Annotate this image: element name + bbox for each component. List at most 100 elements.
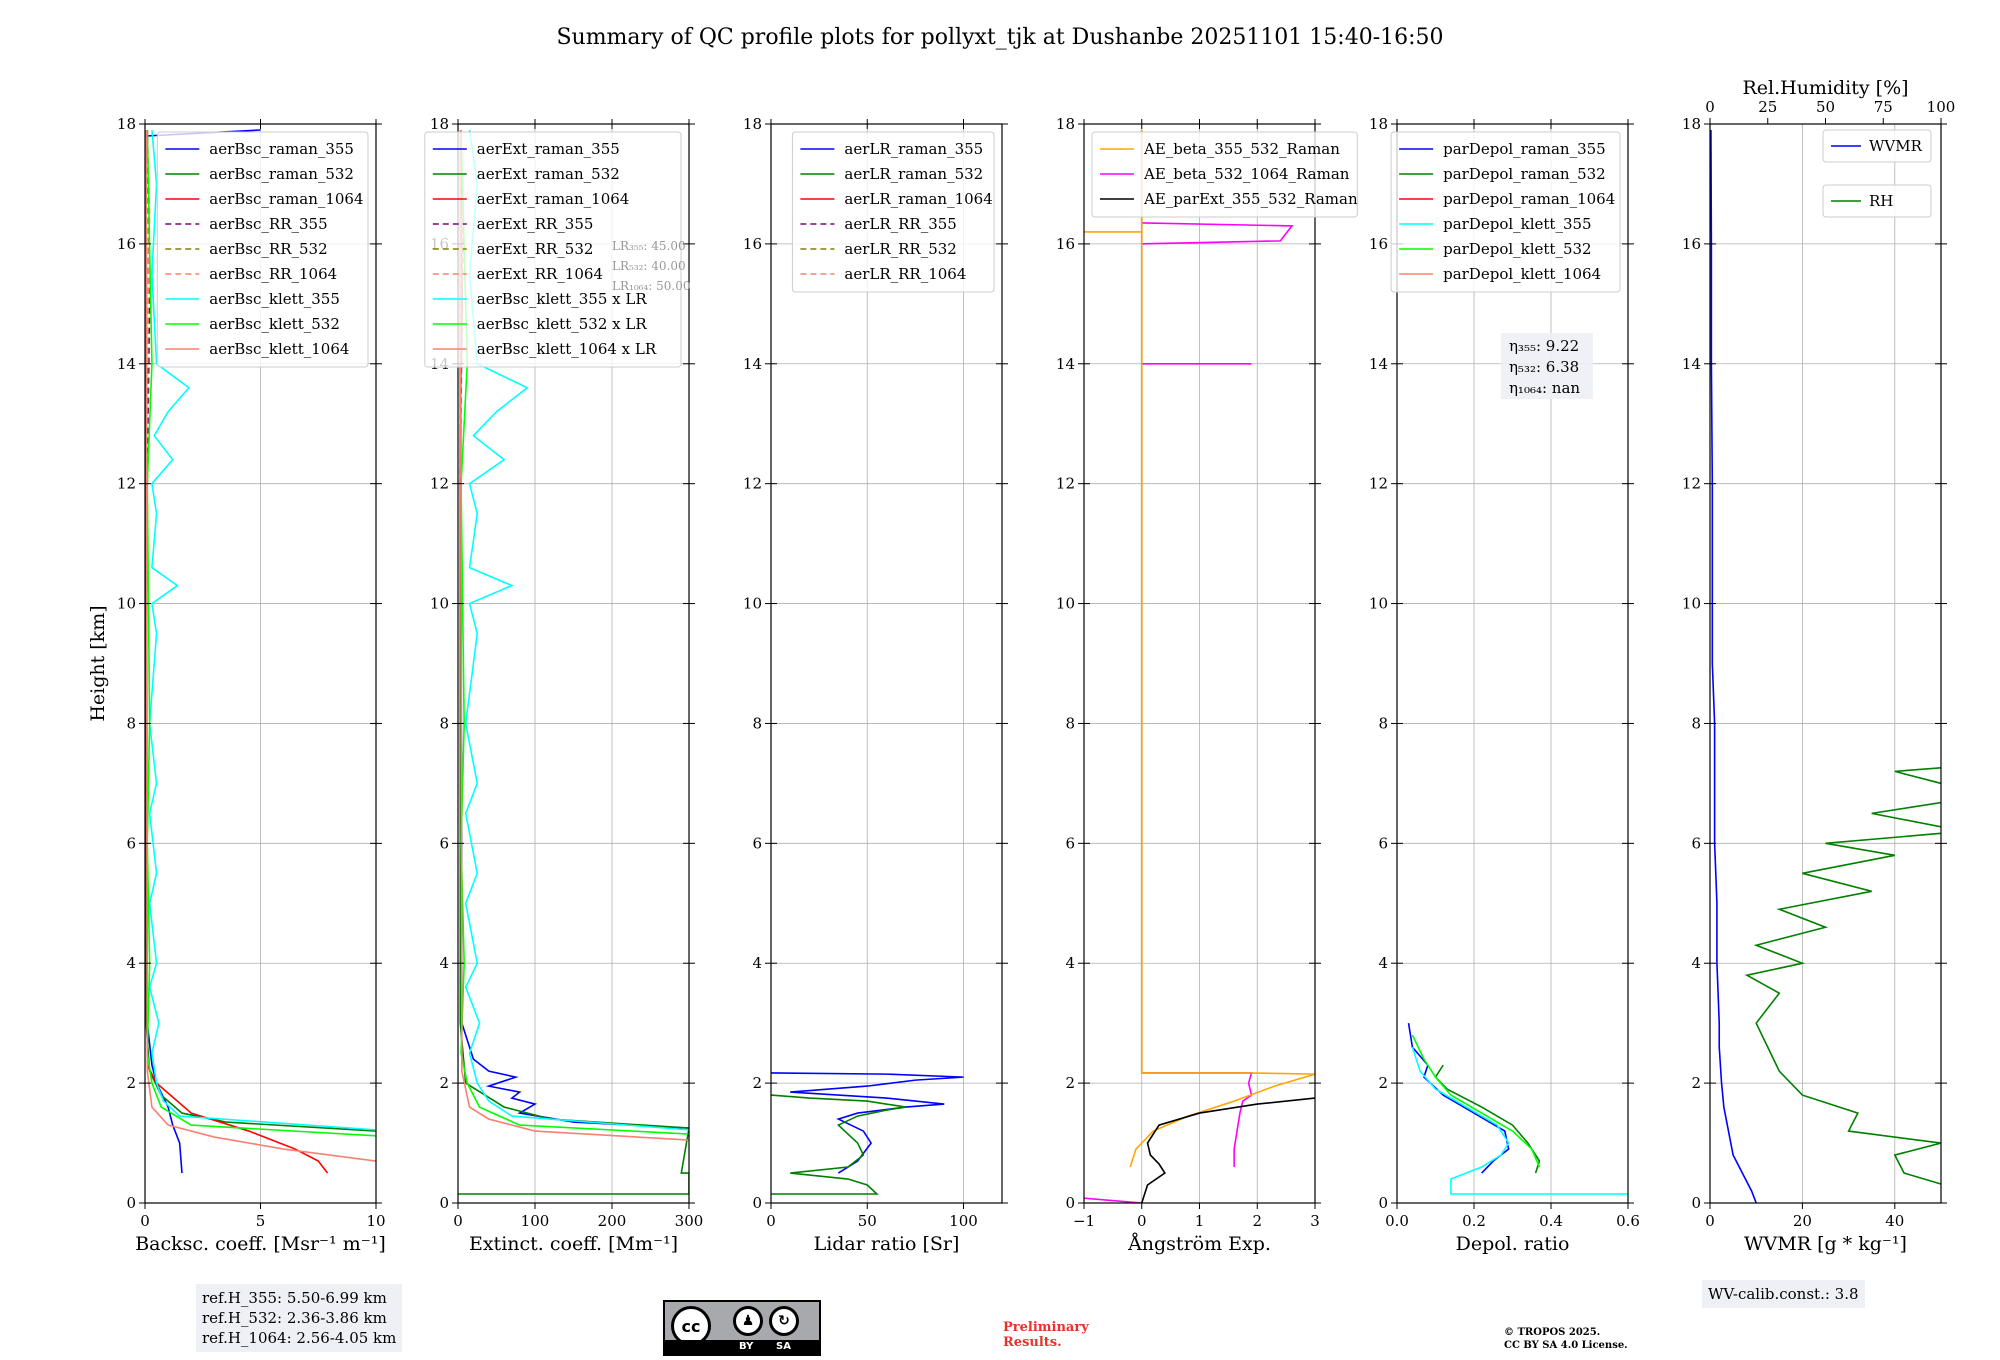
legend-box (156, 131, 369, 368)
ytick-label: 14 (1369, 355, 1388, 373)
by-person-icon: ♟ (733, 1306, 763, 1336)
ytick-label: 16 (1369, 235, 1388, 253)
cc-icon: cc (671, 1306, 711, 1346)
xtick-label: 5 (256, 1212, 266, 1230)
xtick-label: 100 (521, 1212, 550, 1230)
xtick-label: 200 (598, 1212, 627, 1230)
legend-label-aerBsc_klett_1064: aerBsc_klett_1064 (209, 340, 349, 358)
series-aerBsc_klett_1064 x LR (459, 129, 689, 1141)
legend-label-aerBsc_raman_532: aerBsc_raman_532 (209, 165, 354, 183)
ytick-label: 10 (117, 595, 136, 613)
legend-label-aerBsc_klett_532 x LR: aerBsc_klett_532 x LR (477, 315, 648, 333)
top-xtick-label: 50 (1816, 98, 1835, 116)
axes-frame (1396, 123, 1629, 1204)
xaxis-label: Depol. ratio (1456, 1233, 1570, 1255)
legend-label-aerExt_raman_355: aerExt_raman_355 (477, 140, 620, 158)
xtick-label: 0 (1137, 1212, 1147, 1230)
series-AE_beta_355_532_Raman (1084, 129, 1315, 1168)
xtick-label: 0.0 (1385, 1212, 1409, 1230)
top-xtick-label: 0 (1705, 98, 1715, 116)
copyright-line1: © TROPOS 2025. (1504, 1327, 1601, 1338)
xtick-label: 300 (675, 1212, 704, 1230)
legend-box (791, 131, 995, 293)
ytick-label: 10 (743, 595, 762, 613)
legend-label-parDepol_raman_532: parDepol_raman_532 (1443, 165, 1606, 183)
top-xtick-label: 25 (1758, 98, 1777, 116)
legend-label-aerBsc_klett_1064 x LR: aerBsc_klett_1064 x LR (477, 340, 657, 358)
legend-label-aerLR_RR_1064: aerLR_RR_1064 (844, 265, 966, 283)
ytick-label: 16 (117, 235, 136, 253)
ytick-label: 18 (1369, 115, 1388, 133)
legend-label-aerBsc_klett_355 x LR: aerBsc_klett_355 x LR (477, 290, 648, 308)
series-parDepol_klett_355 (1411, 1046, 1628, 1195)
series-aerBsc_klett_355 (148, 129, 376, 1131)
plot-area (771, 1072, 964, 1195)
series-parDepol_raman_355 (1407, 1023, 1510, 1174)
ytick-label: 6 (126, 834, 136, 852)
plot-area (145, 129, 376, 1174)
ref-height-532: ref.H_532: 2.36-3.86 km (202, 1309, 387, 1327)
legend-label-aerBsc_RR_355: aerBsc_RR_355 (209, 215, 327, 233)
cc-sa-label: SA (776, 1341, 791, 1352)
ytick-label: 4 (1691, 954, 1701, 972)
wv-calib-text: WV-calib.const.: 3.8 (1708, 1285, 1859, 1303)
preliminary-line2: Results. (1003, 1335, 1062, 1350)
series-AE_beta_532_1064_Raman (1084, 1197, 1142, 1203)
plot-area (1710, 129, 1941, 1203)
ytick-label: 4 (1378, 954, 1388, 972)
series-aerLR_raman_532 (771, 1094, 906, 1195)
legend-label-aerBsc_raman_1064: aerBsc_raman_1064 (209, 190, 363, 208)
top-xtick-label: 75 (1874, 98, 1893, 116)
ytick-label: 10 (1056, 595, 1075, 613)
legend-label-parDepol_raman_355: parDepol_raman_355 (1443, 140, 1606, 158)
xtick-label: 0 (453, 1212, 463, 1230)
ytick-label: 12 (1369, 475, 1388, 493)
legend-label-aerBsc_RR_1064: aerBsc_RR_1064 (209, 265, 337, 283)
axes-frame (770, 123, 1003, 1204)
ytick-label: 6 (752, 834, 762, 852)
legend-label-aerLR_RR_355: aerLR_RR_355 (844, 215, 956, 233)
ytick-label: 16 (1682, 235, 1701, 253)
legend-label-RH: RH (1869, 192, 1893, 210)
legend-label-aerBsc_raman_355: aerBsc_raman_355 (209, 140, 354, 158)
series-parDepol_klett_532 (1411, 1034, 1541, 1168)
panel-depol: 0 2 4 6 8 10 12 14 16 18 0.0 0.2 0.4 0.6 Depol. ratio p… (1369, 115, 1640, 1255)
xaxis-label: Backsc. coeff. [Msr⁻¹ m⁻¹] (135, 1233, 386, 1255)
ytick-label: 10 (1369, 595, 1388, 613)
ytick-label: 12 (1682, 475, 1701, 493)
ytick-label: 14 (1056, 355, 1075, 373)
legend-label-parDepol_klett_1064: parDepol_klett_1064 (1443, 265, 1601, 283)
xtick-label: 3 (1310, 1212, 1320, 1230)
ytick-label: 4 (752, 954, 762, 972)
ytick-label: 8 (1378, 714, 1388, 732)
eta-label: η₁₀₆₄: nan (1509, 379, 1580, 397)
xtick-label: 1 (1195, 1212, 1205, 1230)
legend-label-aerLR_RR_532: aerLR_RR_532 (844, 240, 956, 258)
ytick-label: 2 (439, 1074, 449, 1092)
cc-badge-strip (665, 1340, 819, 1354)
xtick-label: 0 (766, 1212, 776, 1230)
xtick-label: 2 (1252, 1212, 1262, 1230)
ytick-label: 4 (126, 954, 136, 972)
ytick-label: 2 (752, 1074, 762, 1092)
legend-box (1822, 129, 1932, 163)
ytick-label: 8 (1065, 714, 1075, 732)
extra-line (1141, 1072, 1253, 1168)
ytick-label: 12 (430, 475, 449, 493)
ytick-label: 12 (743, 475, 762, 493)
ytick-label: 12 (1056, 475, 1075, 493)
top-axis-label: Rel.Humidity [%] (1742, 77, 1908, 99)
xaxis-label: Ångström Exp. (1127, 1233, 1271, 1255)
ytick-label: 6 (1065, 834, 1075, 852)
series-RH (1744, 767, 1941, 1185)
ytick-label: 8 (126, 714, 136, 732)
ytick-label: 0 (752, 1194, 762, 1212)
figure-title: Summary of QC profile plots for pollyxt_… (556, 25, 1443, 50)
preliminary-note: Preliminary Results. (1003, 1320, 1089, 1350)
legend-label-aerBsc_klett_532: aerBsc_klett_532 (209, 315, 340, 333)
series-aerLR_raman_355 (771, 1072, 964, 1174)
